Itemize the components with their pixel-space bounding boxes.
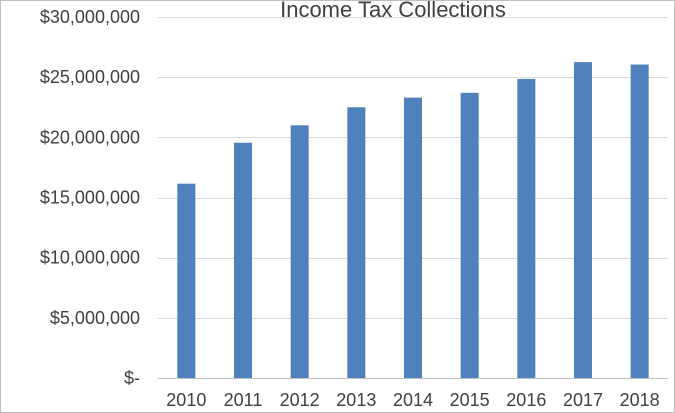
bar-2015	[460, 92, 479, 378]
bar-2010	[177, 183, 196, 378]
bar-2013	[347, 107, 366, 378]
bar-2014	[404, 97, 422, 378]
y-tick-label: $30,000,000	[40, 7, 140, 27]
y-tick-labels: $- $5,000,000 $10,000,000 $15,000,000 $20,00…	[40, 7, 140, 388]
bar-2017	[574, 62, 592, 378]
x-tick-label: 2015	[450, 390, 490, 410]
y-tick-label: $20,000,000	[40, 127, 140, 147]
x-tick-label: 2011	[224, 390, 263, 410]
chart-title: Income Tax Collections	[280, 0, 506, 22]
bar-2016	[517, 78, 536, 378]
x-tick-label: 2010	[166, 390, 206, 410]
bars	[177, 62, 649, 378]
x-tick-label: 2016	[506, 390, 546, 410]
bar-2012	[290, 125, 309, 378]
bar-2018	[630, 64, 649, 378]
x-tick-label: 2013	[336, 390, 376, 410]
x-tick-label: 2018	[620, 390, 660, 410]
bar-2011	[234, 142, 252, 378]
y-tick-label: $25,000,000	[40, 67, 140, 87]
y-tick-label: $10,000,000	[40, 248, 140, 268]
y-tick-label: $-	[124, 368, 140, 388]
x-tick-label: 2017	[563, 390, 603, 410]
y-tick-label: $15,000,000	[40, 188, 140, 208]
y-tick-label: $5,000,000	[50, 308, 140, 328]
x-tick-labels: 2010 2011 2012 2013 2014 2015 2016 2017 2018	[166, 390, 659, 410]
x-tick-label: 2012	[280, 390, 320, 410]
x-tick-label: 2014	[393, 390, 433, 410]
